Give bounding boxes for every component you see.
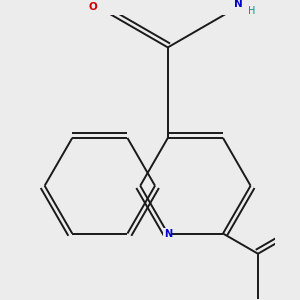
Text: O: O <box>88 2 97 12</box>
Text: N: N <box>234 0 242 9</box>
Text: N: N <box>164 229 172 238</box>
Text: H: H <box>248 6 256 16</box>
